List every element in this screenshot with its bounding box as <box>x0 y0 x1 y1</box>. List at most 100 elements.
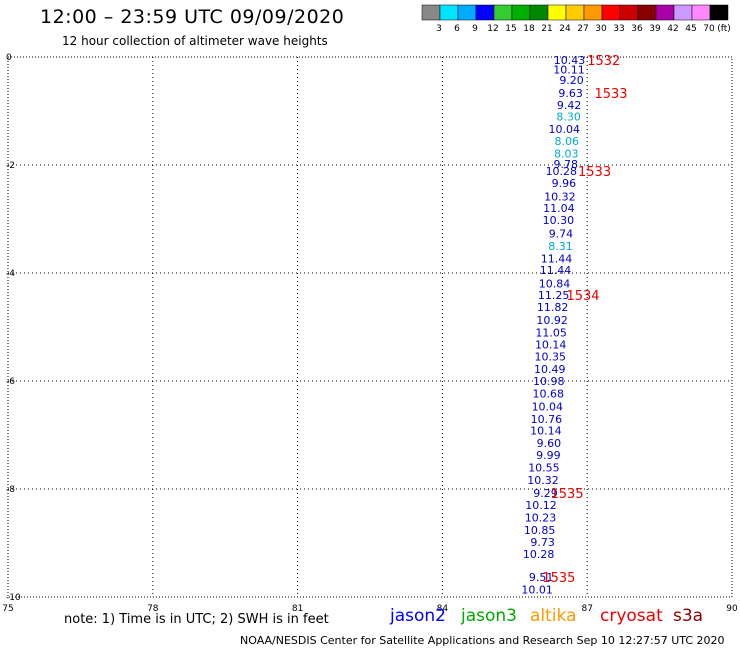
y-tick-label: -8 <box>6 485 15 495</box>
x-tick-label: 84 <box>437 604 449 614</box>
x-tick-label: 75 <box>2 604 13 614</box>
colorbar-label: 70 <box>703 24 715 34</box>
colorbar-label: 24 <box>559 24 571 34</box>
wave-height-value: 11.05 <box>535 326 567 339</box>
wave-height-value: 10.23 <box>525 512 557 525</box>
colorbar-label: 21 <box>541 24 552 34</box>
colorbar-swatch <box>709 4 729 21</box>
wave-height-value: 10.84 <box>539 277 571 290</box>
colorbar-swatch <box>493 4 513 21</box>
colorbar-label: 18 <box>523 24 535 34</box>
colorbar-swatch <box>655 4 675 21</box>
colorbar-swatch <box>583 4 603 21</box>
colorbar-swatch <box>637 4 657 21</box>
time-label: 1533 <box>578 165 611 180</box>
wave-height-value: 10.43 <box>554 54 586 67</box>
wave-height-value: 9.63 <box>558 87 583 100</box>
y-tick-label: 0 <box>6 53 12 63</box>
wave-height-value: 10.32 <box>544 190 576 203</box>
wave-height-value: 10.28 <box>546 165 578 178</box>
colorbar-label: 36 <box>631 24 643 34</box>
wave-height-value: 10.85 <box>524 524 556 537</box>
wave-height-value: 9.96 <box>552 177 577 190</box>
colorbar-label: 3 <box>436 24 442 34</box>
colorbar-label: 6 <box>454 24 460 34</box>
wave-height-value: 9.42 <box>557 99 582 112</box>
y-tick-label: -4 <box>6 269 15 279</box>
wave-height-value: 9.99 <box>536 449 561 462</box>
colorbar-swatch <box>529 4 549 21</box>
y-tick-label: -2 <box>6 161 15 171</box>
wave-height-value: 10.11 <box>553 63 585 76</box>
wave-height-value: 10.04 <box>532 400 564 413</box>
wave-height-value: 8.03 <box>554 148 579 161</box>
legend-jason2: jason2 <box>390 606 446 626</box>
wave-height-value: 11.25 <box>538 289 570 302</box>
units-note: note: 1) Time is in UTC; 2) SWH is in fe… <box>64 612 329 627</box>
wave-height-value: 11.04 <box>543 202 575 215</box>
wave-height-value: 9.51 <box>529 571 554 584</box>
wave-height-value: 11.82 <box>537 301 569 314</box>
footer-credit: NOAA/NESDIS Center for Satellite Applica… <box>240 634 725 647</box>
wave-height-value: 10.14 <box>535 338 567 351</box>
plot-frame <box>7 56 733 598</box>
colorbar-label: 12 <box>487 24 498 34</box>
wave-height-value: 9.73 <box>530 536 555 549</box>
wave-height-value: 11.44 <box>540 264 572 277</box>
colorbar-label: 27 <box>577 24 588 34</box>
legend-cryosat: cryosat <box>600 606 663 626</box>
legend-altika: altika <box>530 606 577 626</box>
legend-s3a: s3a <box>673 606 704 626</box>
x-tick-label: 78 <box>147 604 159 614</box>
wave-height-value: 10.55 <box>528 461 560 474</box>
colorbar-swatch <box>547 4 567 21</box>
colorbar-label: 9 <box>472 24 478 34</box>
colorbar-label: 30 <box>595 24 607 34</box>
wave-height-value: 10.04 <box>548 123 580 136</box>
legend-jason3: jason3 <box>461 606 517 626</box>
wave-height-value: 9.20 <box>559 74 584 87</box>
colorbar-swatch <box>673 4 693 21</box>
colorbar-swatch <box>511 4 531 21</box>
colorbar-swatch <box>457 4 477 21</box>
time-label: 1532 <box>587 54 620 69</box>
wave-height-value: 9.29 <box>533 487 558 500</box>
wave-height-value: 10.68 <box>533 387 565 400</box>
y-tick-label: -10 <box>6 593 21 603</box>
colorbar-label: 33 <box>613 24 624 34</box>
map-title: 12:00 – 23:59 UTC 09/09/2020 <box>40 6 345 28</box>
wave-height-value: 10.32 <box>527 474 559 487</box>
wave-height-value: 10.01 <box>521 583 553 596</box>
wave-height-value: 10.14 <box>530 425 562 438</box>
colorbar-swatch <box>565 4 585 21</box>
wave-height-value: 9.60 <box>537 437 562 450</box>
colorbar-swatch <box>421 4 441 21</box>
colorbar-swatch <box>619 4 639 21</box>
colorbar-swatch <box>691 4 711 21</box>
colorbar-swatch <box>601 4 621 21</box>
map-subtitle: 12 hour collection of altimeter wave hei… <box>62 34 328 48</box>
time-label: 1535 <box>551 487 584 502</box>
wave-height-value: 10.92 <box>536 314 568 327</box>
colorbar-swatch <box>439 4 459 21</box>
colorbar-label: 15 <box>505 24 516 34</box>
time-label: 1533 <box>594 87 627 102</box>
wave-height-value: 10.30 <box>543 214 575 227</box>
wave-height-value: 8.31 <box>548 240 573 253</box>
time-label: 1535 <box>542 571 575 586</box>
y-tick-label: -6 <box>6 377 15 387</box>
wave-height-value: 10.98 <box>533 375 565 388</box>
x-tick-label: 90 <box>726 604 738 614</box>
wave-height-value: 9.78 <box>554 158 579 171</box>
wave-height-value: 10.76 <box>531 413 563 426</box>
wave-height-value: 9.74 <box>549 228 574 241</box>
colorbar-unit: (ft) <box>717 24 731 34</box>
time-label: 1534 <box>566 289 599 304</box>
wave-height-value: 8.06 <box>554 135 579 148</box>
colorbar-swatch <box>475 4 495 21</box>
wave-height-value: 8.30 <box>556 110 581 123</box>
colorbar-label: 42 <box>667 24 678 34</box>
wave-height-value: 11.44 <box>541 252 573 265</box>
x-tick-label: 87 <box>581 604 592 614</box>
